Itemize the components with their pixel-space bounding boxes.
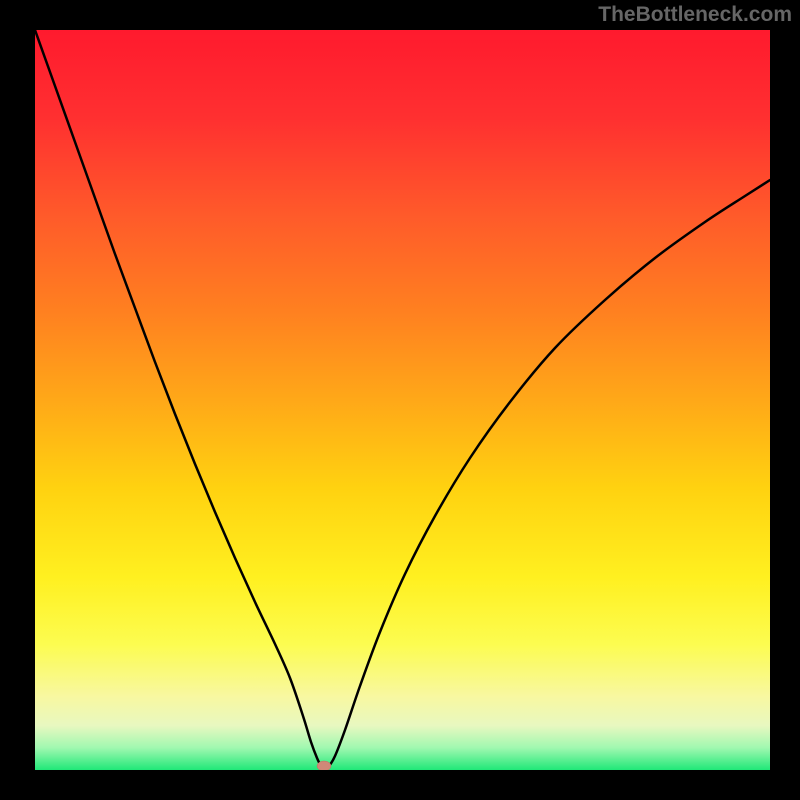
bottleneck-curve: [35, 30, 770, 770]
watermark-text: TheBottleneck.com: [598, 3, 792, 27]
plot-area: [35, 30, 770, 770]
vertex-marker: [317, 761, 331, 770]
